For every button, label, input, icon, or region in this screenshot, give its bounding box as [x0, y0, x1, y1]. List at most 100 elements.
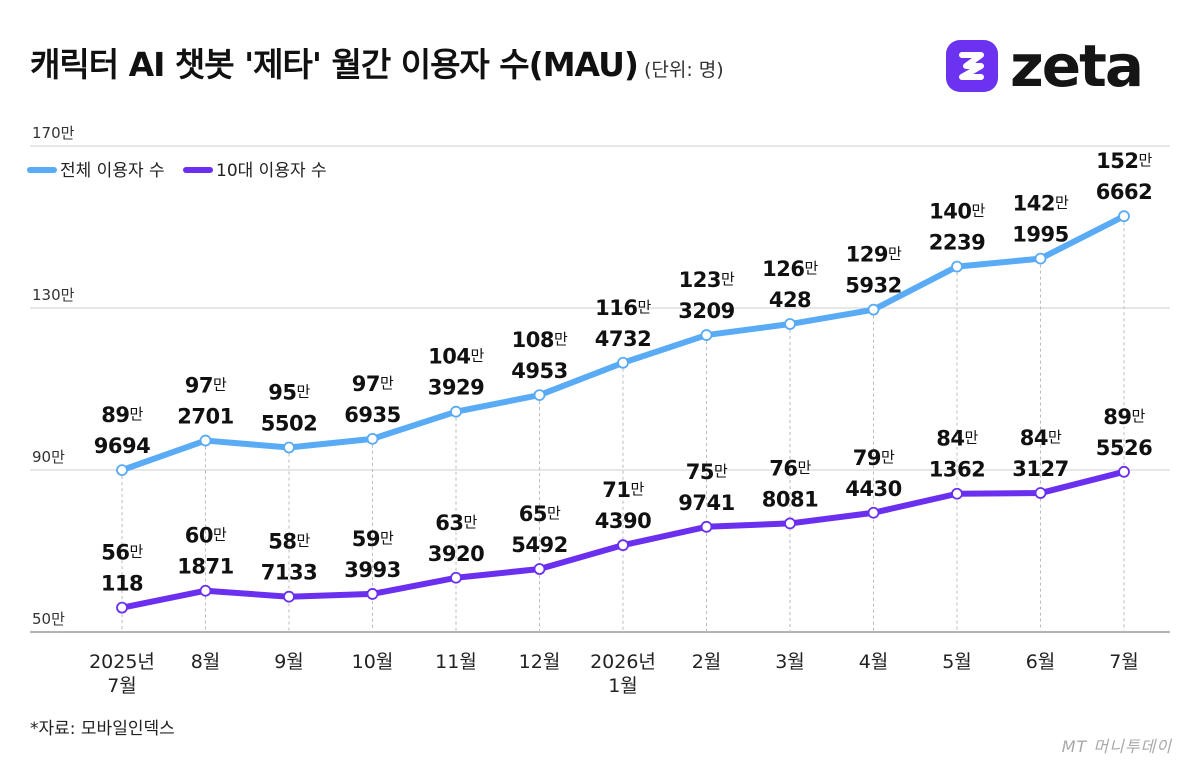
data-label: 5932 — [845, 274, 901, 298]
x-tick-label: 2026년 — [590, 651, 656, 673]
data-label: 3920 — [428, 542, 484, 566]
x-tick-label: 7월 — [107, 675, 137, 697]
data-label: 6662 — [1096, 180, 1152, 204]
data-label: 65만 — [519, 502, 561, 526]
data-label: 84만 — [936, 427, 978, 451]
y-tick-label: 90만 — [32, 448, 65, 466]
data-label: 2701 — [177, 405, 233, 429]
data-label: 84만 — [1020, 426, 1062, 450]
data-point — [1118, 465, 1130, 478]
data-label: 56만 — [101, 541, 143, 565]
zeta-logo-icon — [946, 40, 998, 92]
x-tick-label: 6월 — [1026, 651, 1056, 673]
data-point — [116, 464, 128, 477]
x-tick-label: 7월 — [1109, 651, 1139, 673]
x-tick-label: 3월 — [775, 651, 805, 673]
y-tick-label: 130만 — [32, 286, 75, 304]
data-point — [951, 487, 963, 500]
logo-text: zeta — [1010, 32, 1144, 100]
data-label: 1995 — [1012, 223, 1068, 247]
data-label: 3993 — [344, 558, 400, 582]
data-label: 76만 — [769, 456, 811, 480]
data-label: 3929 — [428, 376, 484, 400]
data-point — [283, 590, 295, 603]
data-label: 60만 — [185, 524, 227, 548]
legend-label: 전체 이용자 수 — [60, 161, 165, 181]
x-tick-label: 5월 — [942, 651, 972, 673]
x-tick-label: 9월 — [274, 651, 304, 673]
data-label: 5526 — [1096, 436, 1152, 460]
data-label: 118 — [101, 572, 143, 596]
data-point — [867, 506, 880, 519]
data-label: 129만 — [846, 243, 902, 267]
data-label: 140만 — [929, 200, 985, 224]
data-point — [450, 405, 462, 418]
data-point — [533, 389, 546, 401]
data-point — [867, 303, 880, 316]
data-point — [1034, 252, 1047, 265]
data-point — [199, 584, 212, 597]
data-label: 97만 — [352, 372, 394, 396]
x-tick-label: 2월 — [692, 651, 722, 673]
data-label: 104만 — [428, 345, 484, 369]
data-label: 63만 — [435, 511, 477, 535]
data-point — [1034, 487, 1047, 499]
data-point — [784, 318, 796, 330]
source-note: *자료: 모바일인덱스 — [30, 719, 175, 739]
publisher-credit: MT 머니투데이 — [1061, 737, 1172, 756]
data-label: 9741 — [678, 491, 734, 515]
data-label: 108만 — [512, 328, 568, 352]
data-point — [700, 520, 713, 533]
data-label: 4732 — [595, 327, 651, 351]
data-label: 59만 — [352, 527, 394, 551]
data-point — [700, 329, 713, 341]
data-label: 7133 — [261, 561, 317, 585]
data-label: 3127 — [1012, 457, 1068, 481]
data-label: 89만 — [1103, 405, 1145, 429]
x-tick-label: 11월 — [435, 651, 477, 673]
data-label: 1362 — [929, 458, 985, 482]
data-label: 8081 — [762, 487, 818, 511]
data-label: 89만 — [101, 403, 143, 427]
data-label: 3209 — [678, 299, 734, 323]
data-label: 4430 — [845, 477, 901, 501]
x-tick-label: 8월 — [191, 651, 221, 673]
y-tick-label: 50만 — [32, 610, 65, 628]
data-label: 428 — [769, 288, 811, 312]
data-point — [199, 434, 212, 447]
data-label: 75만 — [686, 460, 728, 484]
data-label: 126만 — [762, 257, 818, 281]
data-point — [617, 539, 629, 552]
x-tick-label: 1월 — [608, 675, 638, 697]
data-label: 58만 — [268, 530, 310, 554]
data-label: 5492 — [511, 533, 567, 557]
data-label: 9694 — [94, 434, 150, 458]
data-label: 6935 — [344, 403, 400, 427]
chart-title: 캐릭터 AI 챗봇 '제타' 월간 이용자 수(MAU) (단위: 명) — [30, 38, 724, 86]
data-point — [283, 441, 295, 454]
y-tick-label: 170만 — [32, 124, 75, 142]
data-label: 79만 — [853, 446, 895, 470]
data-point — [366, 432, 379, 445]
data-point — [116, 601, 128, 614]
data-label: 4390 — [595, 509, 651, 533]
data-label: 116만 — [595, 296, 651, 320]
data-label: 4953 — [511, 359, 567, 383]
data-point — [533, 563, 546, 575]
x-tick-label: 4월 — [859, 651, 889, 673]
data-label: 142만 — [1013, 192, 1069, 216]
data-label: 2239 — [929, 231, 985, 255]
data-label: 97만 — [185, 374, 227, 398]
x-tick-label: 10월 — [352, 651, 394, 673]
data-point — [951, 260, 963, 273]
data-point — [366, 588, 379, 600]
zeta-logo: zeta — [946, 32, 1144, 100]
x-tick-label: 2025년 — [89, 651, 155, 673]
legend-label: 10대 이용자 수 — [216, 161, 327, 181]
data-point — [1118, 210, 1130, 223]
title-text: 캐릭터 AI 챗봇 '제타' 월간 이용자 수(MAU) — [30, 45, 639, 84]
data-point — [784, 517, 796, 530]
data-point — [617, 356, 629, 369]
data-label: 1871 — [177, 555, 233, 579]
